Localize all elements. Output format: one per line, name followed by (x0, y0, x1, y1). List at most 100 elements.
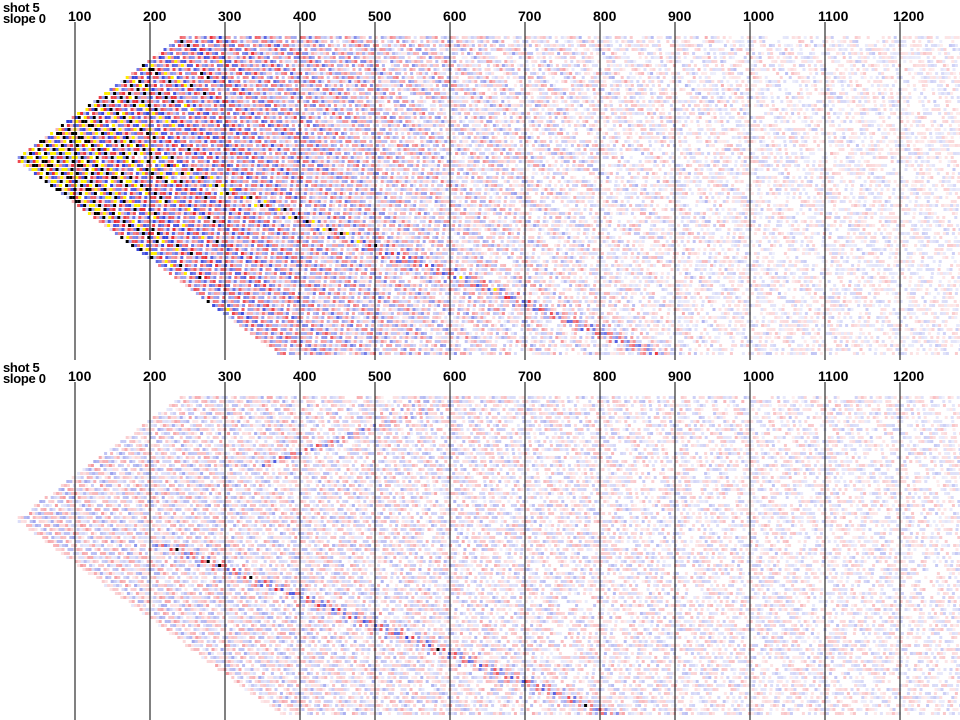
trace-sample (246, 104, 250, 107)
trace-sample (636, 80, 640, 83)
trace-sample (257, 56, 261, 59)
trace-sample (451, 128, 455, 131)
trace-sample (423, 44, 427, 47)
trace-sample (362, 76, 366, 79)
trace-sample (162, 60, 166, 63)
trace-sample (741, 60, 745, 63)
trace-sample (220, 108, 224, 111)
trace-sample (369, 100, 373, 103)
trace-sample (929, 112, 933, 115)
trace-sample (247, 68, 251, 71)
trace-sample (144, 104, 148, 107)
trace-sample (189, 104, 193, 107)
trace-sample (855, 120, 859, 123)
trace-sample (332, 76, 336, 79)
trace-sample (191, 96, 195, 99)
trace-sample (493, 128, 497, 131)
trace-sample (440, 36, 444, 39)
trace-sample (177, 40, 181, 43)
trace-sample (957, 100, 960, 103)
trace-sample (237, 64, 241, 67)
trace-sample (321, 80, 325, 83)
trace-sample (831, 84, 835, 87)
trace-sample (334, 48, 338, 51)
trace-sample (475, 128, 479, 131)
trace-sample (599, 116, 603, 119)
trace-sample (674, 52, 678, 55)
trace-sample (231, 40, 235, 43)
trace-sample (950, 72, 954, 75)
trace-sample (415, 108, 419, 111)
trace-sample (401, 96, 405, 99)
trace-sample (275, 112, 279, 115)
trace-sample (827, 52, 831, 55)
trace-sample (923, 112, 927, 115)
trace-sample (328, 108, 332, 111)
trace-sample (635, 72, 639, 75)
trace-sample (173, 116, 177, 119)
trace-sample (613, 88, 617, 91)
trace-sample (771, 124, 775, 127)
trace-sample (479, 72, 483, 75)
trace-sample (546, 64, 550, 67)
trace-sample (476, 116, 480, 119)
trace-sample (865, 48, 869, 51)
trace-sample (161, 96, 165, 99)
trace-sample (399, 44, 403, 47)
trace-sample (734, 96, 738, 99)
trace-sample (584, 56, 588, 59)
trace-sample (432, 120, 436, 123)
trace-sample (642, 124, 646, 127)
trace-sample (878, 72, 882, 75)
trace-sample (175, 48, 179, 51)
trace-sample (453, 104, 457, 107)
trace-sample (707, 56, 711, 59)
trace-sample (417, 60, 421, 63)
trace-sample (353, 92, 357, 95)
trace-sample (432, 124, 436, 127)
trace-sample (876, 40, 880, 43)
trace-sample (179, 96, 183, 99)
trace-sample (564, 100, 568, 103)
trace-sample (180, 80, 184, 83)
trace-sample (778, 88, 782, 91)
trace-sample (545, 52, 549, 55)
trace-sample (504, 64, 508, 67)
trace-sample (220, 128, 224, 131)
trace-sample (231, 80, 235, 83)
trace-sample (138, 124, 142, 127)
trace-sample (350, 112, 354, 115)
trace-sample (346, 88, 350, 91)
trace-sample (297, 40, 301, 43)
trace-sample (562, 68, 566, 71)
trace-sample (326, 112, 330, 115)
trace-sample (537, 100, 541, 103)
trace-sample (721, 128, 725, 131)
trace-sample (569, 36, 573, 39)
trace-sample (887, 76, 891, 79)
trace-sample (169, 68, 173, 71)
trace-sample (720, 120, 724, 123)
trace-sample (177, 80, 181, 83)
trace-sample (323, 96, 327, 99)
trace-sample (492, 100, 496, 103)
trace-sample (153, 104, 157, 107)
trace-sample (929, 72, 933, 75)
trace-sample (127, 128, 131, 131)
trace-sample (452, 76, 456, 79)
trace-sample (693, 104, 697, 107)
trace-sample (803, 112, 807, 115)
trace-sample (655, 128, 659, 131)
trace-sample (185, 96, 189, 99)
trace-sample (497, 112, 501, 115)
trace-sample (651, 80, 655, 83)
trace-sample (185, 36, 189, 39)
trace-sample (789, 60, 793, 63)
trace-sample (464, 116, 468, 119)
trace-sample (331, 88, 335, 91)
trace-sample (621, 120, 625, 123)
trace-sample (125, 116, 129, 119)
trace-sample (639, 104, 643, 107)
trace-sample (402, 64, 406, 67)
trace-sample (730, 108, 734, 111)
